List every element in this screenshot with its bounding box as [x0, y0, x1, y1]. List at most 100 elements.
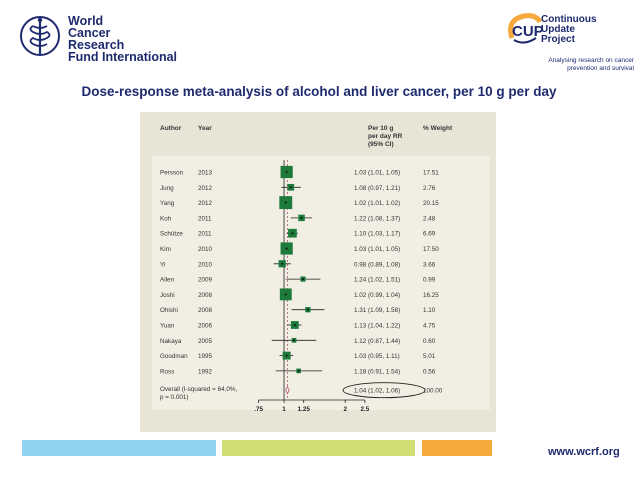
overall-diamond: [285, 385, 290, 395]
study-author: Ross: [160, 368, 174, 375]
site-url: www.wcrf.org: [548, 446, 620, 458]
study-year: 2010: [198, 261, 213, 268]
wcrf-line-3: Research: [68, 38, 125, 52]
study-point: [300, 216, 303, 219]
study-weight: 4.75: [423, 323, 436, 330]
study-weight: 6.69: [423, 231, 436, 238]
wcrf-line-1: World: [68, 14, 104, 28]
study-point: [285, 247, 288, 250]
wcrf-line-2: Cancer: [68, 26, 111, 40]
header-author: Author: [160, 125, 182, 132]
study-author: Kim: [160, 246, 171, 253]
header-year: Year: [198, 125, 212, 132]
study-weight: 16.25: [423, 292, 439, 299]
x-axis-tick-label: 2: [343, 406, 347, 413]
study-point: [289, 186, 292, 189]
study-weight: 0.60: [423, 338, 436, 345]
study-author: Joshi: [160, 292, 175, 299]
study-year: 2005: [198, 338, 213, 345]
study-point: [284, 201, 287, 204]
study-author: Yang: [160, 200, 175, 207]
study-point: [285, 354, 288, 357]
cup-line-2: Update: [541, 24, 575, 35]
study-point: [281, 262, 284, 265]
study-weight: 1.10: [423, 307, 436, 314]
overall-label: Overall (I-squared = 64.0%,: [160, 386, 237, 393]
study-ci-text: 1.10 (1.03, 1.17): [354, 231, 400, 238]
study-year: 2011: [198, 231, 212, 238]
footer-bar-green: [222, 440, 415, 456]
x-axis-tick-label: 2.5: [361, 406, 370, 413]
overall-highlight-ellipse: [342, 382, 426, 399]
study-ci-text: 1.12 (0.87, 1.44): [354, 338, 400, 345]
study-author: Nakaya: [160, 338, 182, 345]
study-author: Yi: [160, 261, 165, 268]
study-ci-text: 1.08 (0.97, 1.21): [354, 185, 400, 192]
footer-bar-blue: [22, 440, 216, 456]
wcrf-emblem-icon: [20, 16, 60, 56]
study-point: [285, 171, 288, 173]
cup-brand: CUP: [512, 23, 544, 40]
slide-title: Dose-response meta-analysis of alcohol a…: [81, 84, 557, 99]
study-point: [293, 339, 296, 342]
header-rr-line: Per 10 g: [368, 125, 393, 132]
study-point: [306, 308, 309, 311]
study-year: 2011: [198, 215, 212, 222]
study-ci-text: 1.02 (1.01, 1.02): [354, 200, 400, 207]
cup-line-3: Project: [541, 34, 575, 45]
study-point: [293, 324, 296, 326]
study-ci-text: 1.03 (1.01, 1.05): [354, 246, 400, 253]
study-ci-text: 0.98 (0.89, 1.08): [354, 261, 400, 268]
study-author: Ohishi: [160, 307, 178, 314]
study-author: Goodman: [160, 353, 188, 360]
study-year: 2013: [198, 170, 213, 177]
study-point: [302, 278, 305, 281]
study-weight: 20.15: [423, 200, 439, 207]
study-ci-text: 1.13 (1.04, 1.22): [354, 323, 400, 330]
study-weight: 17.50: [423, 246, 439, 253]
study-year: 2008: [198, 307, 213, 314]
footer-bar-orange: [422, 440, 492, 456]
study-year: 2006: [198, 323, 213, 330]
study-author: Yuan: [160, 323, 175, 330]
cup-tagline-1: Analysing research on cancer: [548, 57, 634, 64]
overall-ci-text: 1.04 (1.02, 1.06): [354, 388, 400, 395]
study-weight: 5.01: [423, 353, 436, 360]
overall-label-p: p = 0.001): [160, 394, 189, 401]
study-author: Allen: [160, 277, 174, 284]
study-point: [284, 293, 287, 296]
x-axis-tick-label: 1.25: [298, 406, 311, 413]
study-weight: 17.51: [423, 170, 439, 177]
study-ci-text: 1.24 (1.02, 1.51): [354, 277, 400, 284]
study-author: Persson: [160, 170, 184, 177]
study-weight: 3.66: [423, 261, 436, 268]
study-year: 1992: [198, 368, 213, 375]
study-ci-text: 1.02 (0.99, 1.04): [354, 292, 400, 299]
cup-line-1: Continuous: [541, 14, 597, 25]
study-year: 2008: [198, 292, 213, 299]
wcrf-logo: World Cancer Research Fund International: [20, 12, 180, 72]
footer-color-bars: [0, 440, 638, 456]
study-year: 2010: [198, 246, 213, 253]
study-point: [291, 232, 294, 235]
wcrf-line-4: Fund International: [68, 50, 178, 64]
x-axis-tick-label: 1: [282, 406, 286, 413]
study-year: 1995: [198, 353, 213, 360]
study-author: Koh: [160, 215, 172, 222]
study-ci-text: 1.03 (1.01, 1.05): [354, 170, 400, 177]
study-point: [297, 369, 300, 372]
study-ci-text: 1.22 (1.08, 1.37): [354, 215, 400, 222]
study-ci-text: 1.31 (1.09, 1.58): [354, 307, 400, 314]
plot-inner-area: [152, 156, 490, 410]
study-year: 2012: [198, 185, 213, 192]
study-weight: 2.48: [423, 215, 436, 222]
study-year: 2012: [198, 200, 213, 207]
cup-swoosh-icon: CUP: [508, 13, 544, 44]
study-author: Schütze: [160, 231, 183, 238]
study-weight: 0.99: [423, 277, 436, 284]
study-weight: 0.56: [423, 368, 436, 375]
overall-weight: 100.00: [423, 388, 443, 395]
cup-tagline-2: prevention and survival: [567, 65, 634, 72]
forest-plot-panel: Author Year Per 10 g per day RR (95% CI) % We…: [140, 112, 496, 432]
